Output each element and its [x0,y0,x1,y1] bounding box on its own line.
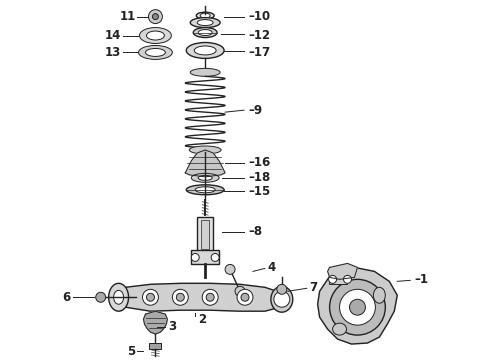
Text: 6: 6 [63,291,71,304]
Circle shape [225,265,235,274]
Ellipse shape [200,13,210,18]
Ellipse shape [109,283,128,311]
Ellipse shape [146,49,166,57]
Ellipse shape [186,185,224,195]
Circle shape [147,293,154,301]
Bar [197,217,213,252]
Ellipse shape [198,175,212,180]
Ellipse shape [193,28,217,37]
Text: 2: 2 [198,312,206,326]
Circle shape [274,291,290,307]
Circle shape [96,292,106,302]
Circle shape [330,279,385,335]
Bar [329,274,346,284]
Ellipse shape [140,28,171,44]
Circle shape [277,284,287,294]
Ellipse shape [198,30,212,36]
Polygon shape [144,311,168,334]
Ellipse shape [147,31,164,40]
Polygon shape [185,150,225,177]
Circle shape [237,289,253,305]
Circle shape [148,10,162,24]
Text: 13: 13 [104,46,121,59]
Text: 3: 3 [169,320,176,333]
Ellipse shape [139,45,172,59]
Ellipse shape [196,12,214,19]
Text: –1: –1 [414,273,428,286]
Circle shape [329,275,337,283]
Text: –10: –10 [248,10,270,23]
Polygon shape [318,267,397,344]
Polygon shape [109,283,285,311]
Text: 5: 5 [127,345,136,357]
Circle shape [349,299,366,315]
Ellipse shape [190,68,220,76]
Text: 14: 14 [104,29,121,42]
Circle shape [340,289,375,325]
Ellipse shape [190,18,220,28]
Circle shape [191,253,199,261]
Circle shape [202,289,218,305]
Text: 7: 7 [310,281,318,294]
Ellipse shape [271,286,293,312]
Text: 4: 4 [268,261,276,274]
Circle shape [172,289,188,305]
Text: –16: –16 [248,156,270,170]
Text: 11: 11 [119,10,136,23]
Circle shape [343,275,351,283]
Text: –12: –12 [248,29,270,42]
Text: –17: –17 [248,46,270,59]
Circle shape [176,293,184,301]
Circle shape [211,253,219,261]
Ellipse shape [333,323,346,335]
Ellipse shape [195,187,215,193]
Circle shape [143,289,158,305]
Text: –18: –18 [248,171,270,184]
Ellipse shape [373,287,385,303]
Circle shape [152,14,158,19]
Bar [149,343,161,349]
Text: –8: –8 [248,225,262,238]
Bar [201,220,209,249]
Bar [191,251,219,265]
Circle shape [241,293,249,301]
Ellipse shape [194,46,216,55]
Ellipse shape [191,174,219,182]
Polygon shape [328,264,358,279]
Ellipse shape [114,290,123,304]
Text: –15: –15 [248,185,270,198]
Ellipse shape [197,19,213,26]
Ellipse shape [186,42,224,58]
Text: –9: –9 [248,104,262,117]
Ellipse shape [189,146,221,154]
Circle shape [235,286,245,296]
Circle shape [206,293,214,301]
